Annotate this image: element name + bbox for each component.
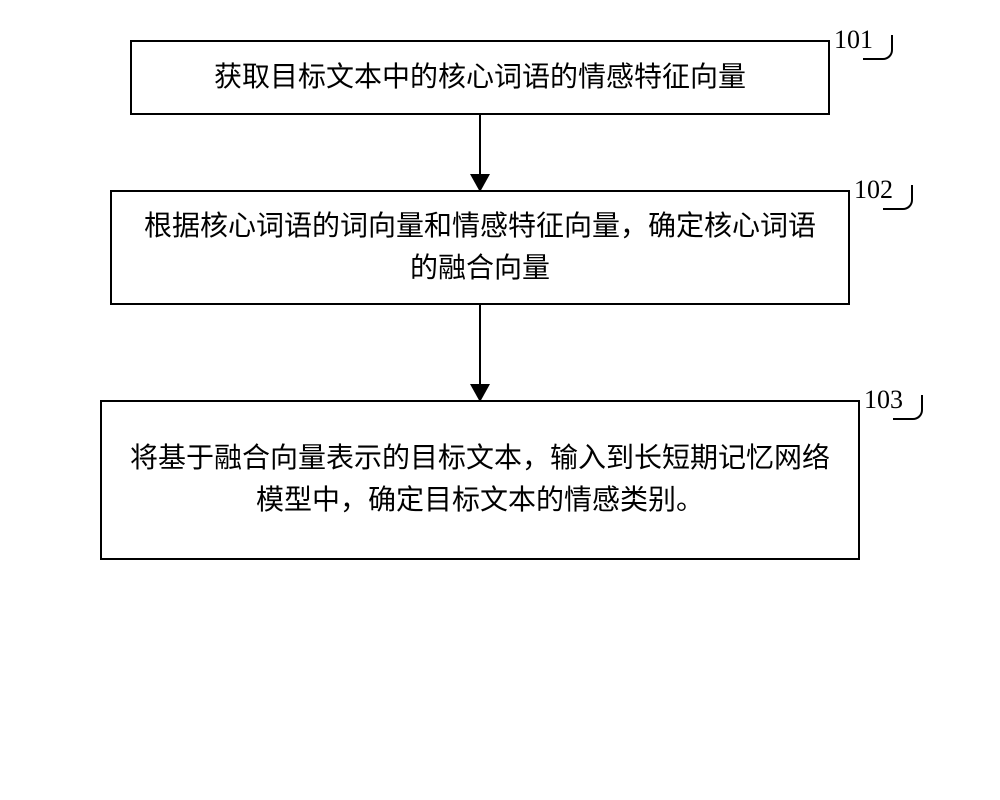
step-3-label-container: 103 xyxy=(864,390,903,420)
flowchart-container: 获取目标文本中的核心词语的情感特征向量 101 根据核心词语的词向量和情感特征向… xyxy=(100,40,900,560)
step-2-label-container: 102 xyxy=(854,180,893,210)
flow-step-1: 获取目标文本中的核心词语的情感特征向量 101 xyxy=(130,40,830,115)
arrow-1 xyxy=(100,115,860,190)
arrow-2 xyxy=(100,305,860,400)
flow-step-2: 根据核心词语的词向量和情感特征向量，确定核心词语的融合向量 102 xyxy=(110,190,850,305)
step-2-text: 根据核心词语的词向量和情感特征向量，确定核心词语的融合向量 xyxy=(137,206,823,290)
step-1-label-container: 101 xyxy=(834,30,873,60)
step-2-label: 102 xyxy=(854,175,893,204)
step-1-text: 获取目标文本中的核心词语的情感特征向量 xyxy=(214,57,746,99)
step-3-text: 将基于融合向量表示的目标文本，输入到长短期记忆网络模型中，确定目标文本的情感类别… xyxy=(127,438,833,522)
step-3-label: 103 xyxy=(864,385,903,414)
step-1-label: 101 xyxy=(834,25,873,54)
flow-step-3: 将基于融合向量表示的目标文本，输入到长短期记忆网络模型中，确定目标文本的情感类别… xyxy=(100,400,860,560)
